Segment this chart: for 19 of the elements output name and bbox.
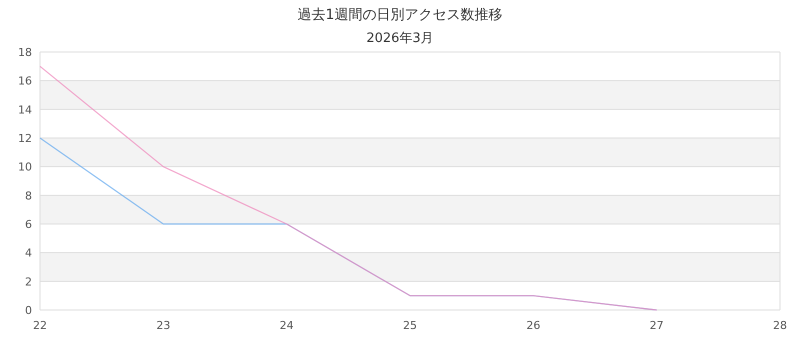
y-tick-label: 2 <box>25 275 32 288</box>
y-tick-label: 18 <box>18 46 32 59</box>
x-tick-label: 25 <box>403 319 417 332</box>
chart-subtitle: 2026年3月 <box>366 31 434 46</box>
x-tick-label: 23 <box>156 319 170 332</box>
y-tick-label: 14 <box>18 103 32 116</box>
chart-title: 過去1週間の日別アクセス数推移 <box>298 7 502 23</box>
x-tick-label: 24 <box>280 319 294 332</box>
x-tick-label: 22 <box>33 319 47 332</box>
x-tick-label: 26 <box>526 319 540 332</box>
y-tick-label: 16 <box>18 74 32 88</box>
y-tick-label: 8 <box>25 189 32 202</box>
y-tick-label: 10 <box>18 160 32 174</box>
y-tick-label: 12 <box>18 132 32 145</box>
x-tick-label: 28 <box>773 319 787 332</box>
y-tick-label: 4 <box>25 246 32 260</box>
y-tick-label: 0 <box>25 304 32 317</box>
x-tick-label: 27 <box>650 319 664 332</box>
y-tick-label: 6 <box>25 218 32 231</box>
